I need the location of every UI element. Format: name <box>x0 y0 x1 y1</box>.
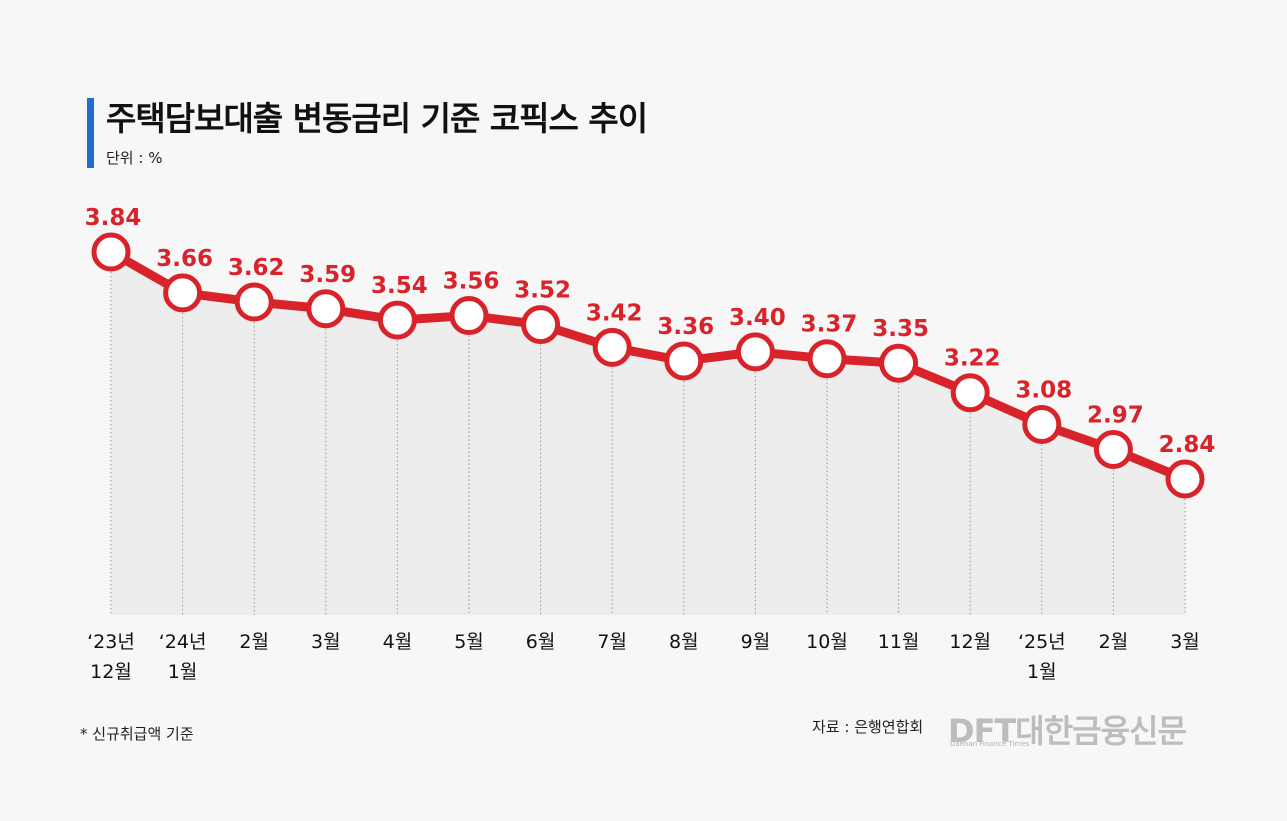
publisher-logo: DFT대한금융신문 Daehan Finance Times <box>948 706 1218 750</box>
footnote: * 신규취급액 기준 <box>80 725 194 743</box>
data-point <box>449 296 489 336</box>
x-tick-label: 4월 <box>383 631 413 653</box>
value-label: 3.52 <box>514 278 571 304</box>
x-tick-label: 7월 <box>597 631 627 653</box>
logo-text: DFT대한금융신문 <box>948 712 1187 750</box>
area-fill <box>111 252 1185 615</box>
x-tick-label: 8월 <box>669 631 699 653</box>
x-tick-label: 3월 <box>311 631 341 653</box>
value-label: 3.40 <box>729 305 786 331</box>
value-label: 3.66 <box>156 246 213 272</box>
value-label: 3.22 <box>944 346 1001 372</box>
x-tick-label: 2월 <box>1099 631 1129 653</box>
value-label: 3.59 <box>299 262 356 288</box>
value-label: 3.56 <box>443 269 500 295</box>
logo-subtext: Daehan Finance Times <box>950 740 1030 748</box>
x-tick-label: 2월 <box>239 631 269 653</box>
data-point <box>1093 429 1133 469</box>
value-label: 3.84 <box>85 205 142 231</box>
x-tick-label: 10월 <box>806 631 848 653</box>
x-tick-label: 12월 <box>90 661 132 683</box>
x-tick-label: 1월 <box>168 661 198 683</box>
x-tick-label: ‘24년 <box>159 631 207 653</box>
data-point <box>592 327 632 367</box>
x-tick-label: 3월 <box>1170 631 1200 653</box>
data-point <box>521 305 561 345</box>
x-tick-label: 11월 <box>878 631 920 653</box>
data-point <box>306 289 346 329</box>
data-point <box>807 339 847 379</box>
data-point <box>735 332 775 372</box>
value-label: 3.37 <box>801 312 858 338</box>
value-label: 2.97 <box>1087 402 1144 428</box>
value-label: 3.35 <box>872 316 929 342</box>
value-label: 2.84 <box>1159 432 1216 458</box>
title-accent-bar <box>87 98 94 168</box>
unit-label: 단위 : % <box>106 149 163 167</box>
x-tick-label: 6월 <box>526 631 556 653</box>
value-label: 3.36 <box>657 314 714 340</box>
x-tick-label: 9월 <box>741 631 771 653</box>
x-tick-label: ‘23년 <box>87 631 135 653</box>
series-line <box>106 247 1190 484</box>
data-point <box>1165 459 1205 499</box>
data-point <box>664 341 704 381</box>
value-label: 3.62 <box>228 255 285 281</box>
value-label: 3.54 <box>371 273 428 299</box>
x-tick-label: 1월 <box>1027 661 1057 683</box>
data-point <box>234 282 274 322</box>
data-point <box>163 273 203 313</box>
x-tick-label: 5월 <box>454 631 484 653</box>
source-label: 자료 : 은행연합회 <box>812 718 924 736</box>
data-point <box>1022 405 1062 445</box>
chart-title: 주택담보대출 변동금리 기준 코픽스 추이 <box>106 99 648 138</box>
value-label: 3.08 <box>1015 378 1072 404</box>
data-point <box>91 232 131 272</box>
data-point <box>950 373 990 413</box>
value-label: 3.42 <box>586 300 643 326</box>
x-tick-label: 12월 <box>949 631 991 653</box>
x-tick-label: ‘25년 <box>1018 631 1066 653</box>
data-point <box>879 343 919 383</box>
data-point <box>377 300 417 340</box>
